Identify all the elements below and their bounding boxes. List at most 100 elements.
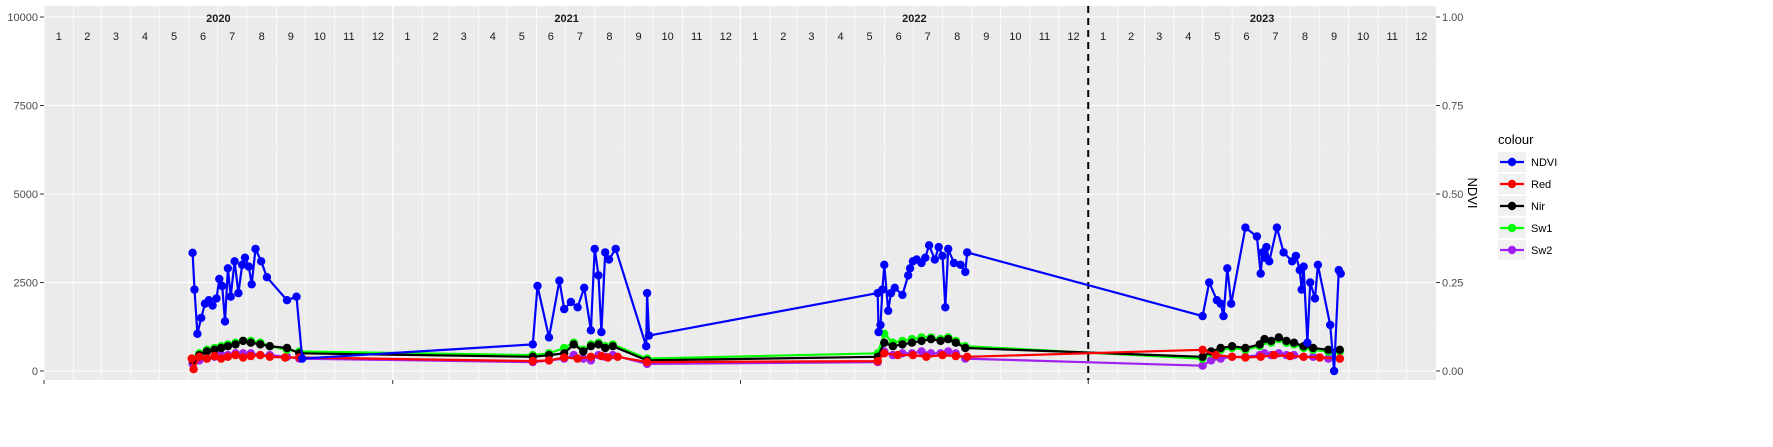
point-red [1241, 353, 1250, 362]
legend-key-point-sw1 [1507, 223, 1517, 233]
point-ndvi [930, 255, 939, 264]
y-axis-right-tick-label: 1.00 [1442, 12, 1463, 24]
point-ndvi [282, 296, 292, 305]
point-ndvi [220, 317, 230, 326]
point-nir [223, 342, 233, 351]
month-label: 8 [954, 31, 960, 43]
point-nir [202, 347, 212, 356]
year-label: 2020 [206, 13, 230, 25]
month-label: 9 [635, 31, 641, 43]
point-nir [238, 336, 248, 346]
point-ndvi [904, 271, 913, 280]
month-label: 4 [142, 31, 148, 43]
month-label: 12 [720, 31, 732, 43]
month-label: 6 [548, 31, 554, 43]
point-nir [936, 336, 945, 346]
point-red [1286, 351, 1295, 361]
point-red [189, 365, 198, 374]
point-ndvi [573, 303, 582, 312]
y-axis-right-tick-label: 0.25 [1442, 278, 1463, 290]
point-nir [282, 343, 292, 353]
point-red [1211, 350, 1221, 360]
month-label: 7 [577, 31, 583, 43]
point-ndvi [1198, 311, 1207, 321]
point-red [280, 353, 290, 362]
point-red [231, 350, 240, 360]
point-red [210, 351, 219, 361]
point-red [1299, 352, 1308, 361]
point-ndvi [1262, 242, 1271, 252]
point-ndvi [963, 248, 972, 257]
point-ndvi [944, 244, 953, 254]
point-red [603, 353, 613, 362]
point-ndvi [215, 274, 224, 284]
point-red [1315, 353, 1325, 362]
point-red [528, 356, 537, 366]
month-label: 5 [519, 31, 525, 43]
point-ndvi [905, 264, 915, 273]
y-axis-right-tick-label: 0.50 [1442, 189, 1463, 201]
point-nir [579, 347, 588, 356]
point-ndvi [208, 301, 217, 310]
point-ndvi [1256, 269, 1265, 278]
point-ndvi [590, 244, 599, 254]
point-ndvi [262, 273, 272, 282]
month-label: 4 [1185, 31, 1191, 43]
legend-label-nir: Nir [1531, 201, 1545, 213]
month-label: 2 [1128, 31, 1134, 43]
point-ndvi [597, 327, 606, 337]
point-ndvi [921, 253, 930, 262]
point-ndvi [240, 253, 250, 262]
month-label: 3 [1156, 31, 1162, 43]
point-nir [594, 340, 603, 349]
point-ndvi [528, 340, 537, 349]
legend-label-sw1: Sw1 [1531, 223, 1552, 235]
point-ndvi [544, 333, 554, 342]
month-label: 10 [661, 31, 673, 43]
point-red [217, 354, 226, 363]
month-label: 9 [1331, 31, 1337, 43]
point-red [256, 350, 265, 360]
point-ndvi [874, 327, 883, 337]
point-nir [907, 338, 917, 347]
point-red [586, 352, 596, 361]
y-axis-left-tick-label: 2500 [14, 278, 38, 290]
month-label: 10 [1009, 31, 1021, 43]
point-ndvi [956, 260, 965, 269]
point-nir [1216, 343, 1225, 353]
point-red [1335, 354, 1345, 363]
point-ndvi [594, 271, 603, 280]
point-ndvi [223, 264, 233, 273]
point-red [573, 354, 582, 363]
point-nir [265, 342, 274, 351]
point-nir [1267, 336, 1276, 346]
legend-key-point-red [1507, 179, 1517, 189]
point-nir [210, 345, 219, 354]
y-axis-right-tick-label: 0.00 [1442, 366, 1463, 378]
point-nir [1335, 345, 1345, 354]
month-label: 1 [404, 31, 410, 43]
point-ndvi [642, 342, 651, 351]
point-ndvi [555, 276, 564, 285]
y-axis-left-tick-label: 5000 [14, 189, 38, 201]
legend-label-ndvi: NDVI [1531, 157, 1557, 169]
point-ndvi [580, 283, 589, 292]
month-label: 2 [780, 31, 786, 43]
month-label: 4 [837, 31, 843, 43]
point-ndvi [212, 294, 221, 303]
point-ndvi [876, 320, 885, 330]
point-ndvi [560, 304, 569, 314]
month-label: 9 [983, 31, 989, 43]
point-nir [951, 338, 960, 347]
point-nir [926, 334, 936, 344]
point-nir [1198, 352, 1207, 361]
point-red [560, 353, 569, 362]
legend-key-point-nir [1507, 201, 1517, 211]
point-ndvi [1297, 285, 1306, 294]
point-ndvi [251, 244, 260, 254]
point-red [195, 352, 204, 361]
month-label: 6 [200, 31, 206, 43]
point-red [597, 351, 606, 361]
point-ndvi [924, 241, 934, 250]
